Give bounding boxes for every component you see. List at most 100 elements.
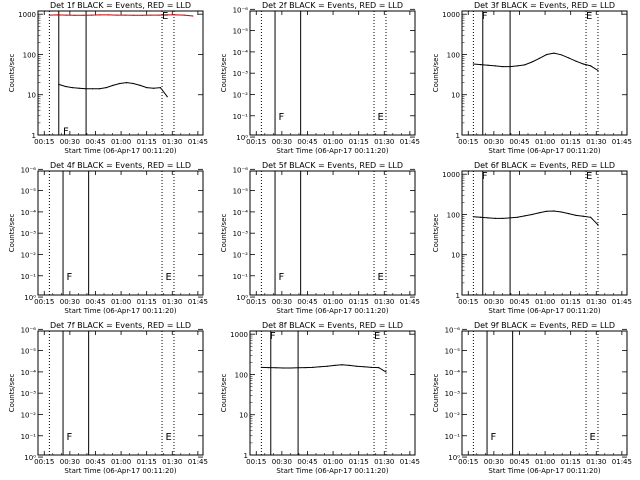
data-point bbox=[105, 87, 107, 89]
data-point bbox=[509, 217, 511, 219]
x-tick-label: 00:45 bbox=[297, 298, 317, 306]
y-tick-label: 1 bbox=[456, 132, 460, 140]
data-point bbox=[297, 367, 299, 369]
x-tick-label: 01:45 bbox=[188, 458, 208, 466]
data-point bbox=[524, 215, 526, 217]
data-point bbox=[74, 14, 76, 16]
x-tick-label: 00:45 bbox=[85, 298, 105, 306]
data-point bbox=[568, 57, 570, 59]
y-tick-label: 10⁰ bbox=[448, 454, 460, 462]
marker-label-e: E bbox=[586, 11, 592, 22]
x-tick-label: 01:45 bbox=[612, 298, 632, 306]
y-axis-label: Counts/sec bbox=[220, 54, 228, 93]
y-tick-label: 10⁻⁶ bbox=[445, 326, 461, 334]
x-tick-label: 00:30 bbox=[272, 458, 292, 466]
x-tick-label: 01:45 bbox=[612, 458, 632, 466]
data-point bbox=[112, 84, 114, 86]
y-tick-label: 10⁻³ bbox=[233, 70, 249, 78]
chart-title: Det 6f BLACK = Events, RED = LLD bbox=[474, 161, 615, 170]
chart-title: Det 3f BLACK = Events, RED = LLD bbox=[474, 1, 615, 10]
y-tick-label: 10⁻⁶ bbox=[21, 326, 37, 334]
x-tick-label: 00:15 bbox=[246, 298, 266, 306]
data-point bbox=[98, 88, 100, 90]
y-tick-label: 10⁻³ bbox=[21, 230, 37, 238]
x-axis-label: Start Time (06-Apr-17 00:11:20) bbox=[64, 147, 176, 155]
y-axis-label: Counts/sec bbox=[432, 374, 440, 413]
x-tick-label: 01:15 bbox=[561, 298, 581, 306]
x-axis-label: Start Time (06-Apr-17 00:11:20) bbox=[64, 307, 176, 315]
marker-label-f: F bbox=[278, 112, 284, 123]
data-point bbox=[370, 366, 372, 368]
data-point bbox=[516, 65, 519, 67]
data-point bbox=[341, 364, 343, 366]
data-point bbox=[183, 14, 185, 16]
plot-frame bbox=[37, 10, 204, 136]
data-point bbox=[192, 15, 194, 17]
x-tick-label: 00:15 bbox=[246, 138, 266, 146]
data-point bbox=[107, 14, 109, 16]
series-line-events bbox=[473, 210, 599, 226]
y-axis-label: Counts/sec bbox=[8, 374, 16, 413]
data-point bbox=[494, 217, 496, 219]
x-tick-label: 01:00 bbox=[323, 138, 343, 146]
marker-label-e: E bbox=[165, 272, 171, 283]
chart-title: Det 2f BLACK = Events, RED = LLD bbox=[262, 1, 403, 10]
x-tick-label: 01:30 bbox=[374, 458, 394, 466]
data-point bbox=[487, 217, 489, 219]
x-axis-label: Start Time (06-Apr-17 00:11:20) bbox=[488, 147, 600, 155]
chart-title: Det 8f BLACK = Events, RED = LLD bbox=[262, 321, 403, 330]
x-tick-label: 01:00 bbox=[111, 458, 131, 466]
data-point bbox=[480, 64, 482, 66]
y-tick-label: 10⁻¹ bbox=[233, 273, 249, 281]
data-point bbox=[582, 215, 584, 217]
y-axis-label: Counts/sec bbox=[432, 54, 440, 93]
plot-frame bbox=[249, 330, 416, 456]
data-point bbox=[531, 61, 533, 63]
x-tick-label: 01:45 bbox=[188, 298, 208, 306]
data-point bbox=[304, 367, 306, 369]
y-tick-label: 10⁰ bbox=[24, 454, 36, 462]
y-tick-label: 10⁻³ bbox=[233, 230, 249, 238]
data-point bbox=[91, 14, 93, 16]
x-tick-label: 00:45 bbox=[509, 138, 529, 146]
y-axis-label: Counts/sec bbox=[432, 214, 440, 253]
data-point bbox=[85, 88, 87, 90]
x-tick-label: 01:45 bbox=[400, 458, 420, 466]
data-point bbox=[116, 14, 118, 16]
data-point bbox=[260, 366, 262, 368]
marker-label-f: F bbox=[66, 272, 72, 283]
data-point bbox=[275, 367, 277, 369]
y-tick-label: 10⁻¹ bbox=[233, 113, 249, 121]
data-point bbox=[99, 14, 101, 16]
chart-panel-1: Det 1f BLACK = Events, RED = LLD 00:15 00:… bbox=[8, 1, 208, 155]
chart-panel-3: Det 3f BLACK = Events, RED = LLD 00:15 00:… bbox=[432, 1, 632, 155]
marker-label-f: F bbox=[482, 11, 488, 22]
y-axis-label: Counts/sec bbox=[8, 214, 16, 253]
y-tick-label: 10⁻⁴ bbox=[445, 369, 461, 377]
chart-panel-6: Det 6f BLACK = Events, RED = LLD 00:15 00:… bbox=[432, 161, 632, 315]
y-tick-label: 100 bbox=[447, 51, 460, 59]
data-point bbox=[560, 211, 562, 213]
data-point bbox=[334, 364, 336, 366]
x-axis-label: Start Time (06-Apr-17 00:11:20) bbox=[276, 307, 388, 315]
y-tick-label: 10⁻⁴ bbox=[233, 49, 249, 57]
y-axis-label: Counts/sec bbox=[220, 214, 228, 253]
y-axis-label: Counts/sec bbox=[220, 374, 228, 413]
series-line-events bbox=[473, 52, 599, 71]
marker-label-e: E bbox=[377, 112, 383, 123]
y-tick-label: 1 bbox=[32, 132, 36, 140]
x-tick-label: 00:30 bbox=[60, 298, 80, 306]
series-line-events bbox=[261, 364, 387, 373]
x-tick-label: 00:15 bbox=[458, 458, 478, 466]
x-tick-label: 01:15 bbox=[137, 298, 157, 306]
x-tick-label: 01:30 bbox=[586, 298, 606, 306]
y-tick-label: 10⁻⁵ bbox=[233, 188, 249, 196]
y-tick-label: 10⁰ bbox=[236, 294, 248, 302]
data-point bbox=[78, 87, 80, 89]
y-tick-label: 1000 bbox=[442, 11, 460, 19]
x-tick-label: 01:30 bbox=[374, 298, 394, 306]
data-point bbox=[124, 14, 126, 16]
y-tick-label: 10⁻³ bbox=[445, 390, 461, 398]
data-point bbox=[153, 87, 155, 89]
x-tick-label: 00:15 bbox=[458, 138, 478, 146]
